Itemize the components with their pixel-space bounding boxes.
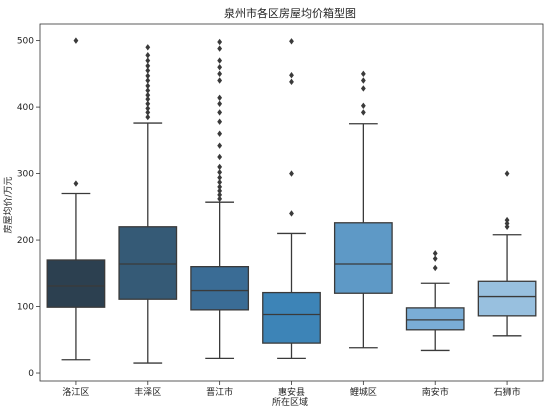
outlier-point [145, 109, 151, 116]
outlier-point [504, 216, 510, 224]
outlier-point [217, 130, 223, 137]
outlier-point [217, 179, 223, 186]
x-tick-label: 南安市 [422, 386, 449, 398]
box-7 [477, 170, 537, 337]
y-tick-label: 400 [17, 103, 34, 113]
box-3 [190, 38, 250, 360]
outlier-point [289, 210, 294, 217]
outlier-point [360, 102, 366, 109]
outlier-point [217, 109, 223, 116]
box-iqr [405, 307, 465, 331]
outlier-point [217, 38, 223, 46]
box-6 [405, 250, 465, 352]
y-axis: 0 100 200 300 400 500 [17, 37, 40, 379]
x-tick-label: 惠安县 [278, 386, 305, 398]
outlier-point [217, 191, 223, 199]
outlier-point [504, 220, 510, 227]
outlier-point [360, 70, 366, 78]
outlier-point [145, 62, 151, 70]
y-tick-label: 200 [17, 236, 34, 246]
y-axis-label: 房屋均价/万元 [2, 176, 14, 233]
outlier-point [217, 163, 223, 171]
outlier-point [217, 94, 223, 101]
outlier-point [217, 187, 223, 195]
outlier-point [145, 67, 151, 74]
outlier-point [289, 71, 294, 79]
outlier-point [145, 44, 151, 51]
outlier-point [217, 77, 223, 84]
outlier-point [145, 52, 151, 59]
outlier-point [360, 77, 366, 84]
x-tick-label: 晋江市 [206, 386, 233, 398]
outlier-point [145, 87, 151, 94]
box-1 [46, 37, 106, 361]
outlier-point [504, 223, 510, 230]
outlier-point [145, 72, 151, 80]
outlier-point [504, 170, 510, 177]
outlier-point [289, 38, 294, 45]
box-iqr [46, 259, 106, 308]
x-tick-label: 石狮市 [494, 386, 521, 398]
outlier-point [217, 57, 223, 64]
box-iqr [118, 226, 178, 300]
outlier-point [217, 169, 223, 176]
outlier-point [145, 105, 151, 112]
outlier-point [73, 180, 79, 187]
outlier-point [289, 170, 294, 177]
box-4 [262, 38, 321, 360]
box-iqr [190, 266, 250, 311]
outlier-point [217, 153, 223, 161]
x-tick-label: 洛江区 [62, 386, 89, 398]
outlier-point [217, 100, 223, 107]
outlier-point [217, 195, 223, 203]
outlier-point [217, 183, 223, 191]
plot-area [39, 23, 544, 382]
x-tick-label: 鲤城区 [350, 386, 377, 398]
outlier-point [289, 78, 294, 86]
y-tick-label: 500 [17, 37, 34, 47]
outlier-point [145, 95, 151, 103]
outlier-point [217, 45, 223, 52]
y-tick-label: 300 [17, 170, 34, 180]
box-2 [118, 44, 178, 364]
box-iqr [333, 222, 393, 294]
outlier-point [432, 255, 438, 262]
y-tick-label: 100 [17, 303, 34, 313]
outlier-point [145, 57, 151, 64]
box-iqr [477, 280, 537, 317]
chart-title: 泉州市各区房屋均价箱型图 [224, 6, 356, 20]
outlier-point [217, 70, 223, 78]
x-axis: 洛江区 丰泽区 晋江市 惠安县 鲤城区 南安市 石狮市 [62, 381, 521, 398]
outlier-point [217, 64, 223, 71]
y-tick-label: 0 [28, 369, 34, 379]
x-axis-label: 所在区域 [272, 396, 308, 408]
outlier-point [145, 100, 151, 107]
outlier-point [73, 37, 79, 44]
outlier-point [145, 91, 151, 99]
x-tick-label: 丰泽区 [134, 386, 161, 398]
outlier-point [145, 82, 151, 90]
box-5 [333, 70, 393, 349]
outlier-point [217, 118, 223, 125]
outlier-point [360, 85, 366, 92]
outlier-point [145, 77, 151, 84]
outlier-point [217, 174, 223, 181]
outlier-point [360, 109, 366, 116]
outlier-point [432, 264, 438, 272]
box-iqr [262, 291, 321, 344]
outlier-point [145, 113, 151, 121]
outlier-point [432, 250, 438, 257]
outlier-point [217, 142, 223, 149]
